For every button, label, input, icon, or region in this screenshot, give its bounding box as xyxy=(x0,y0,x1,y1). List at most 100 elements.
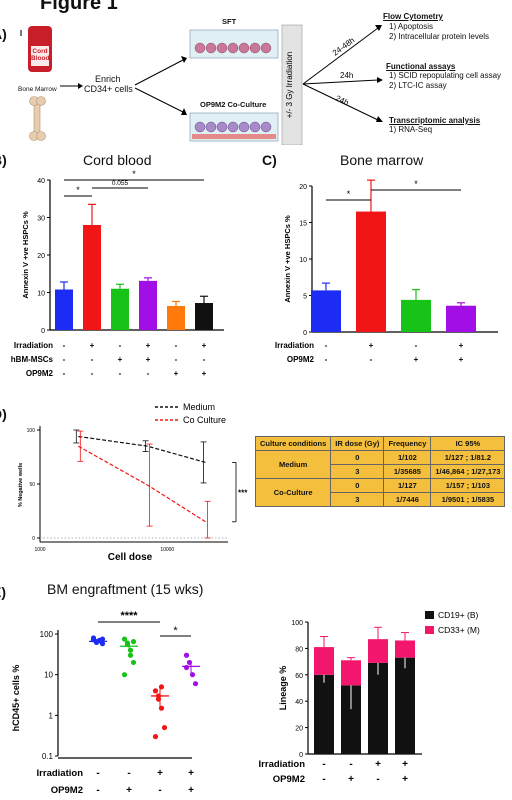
series-line xyxy=(78,445,206,523)
table-cell: 1/9501 ; 1/5835 xyxy=(430,492,506,507)
data-point xyxy=(127,652,134,658)
panel-d-chart: 0 50 100 1000 10000 % Negative wells Cell dose… xyxy=(18,402,248,563)
enrich-label: Enrich xyxy=(95,74,121,84)
table-header: Culture conditions xyxy=(254,436,332,451)
y-tick-label: 40 xyxy=(295,699,303,706)
table-cell: 1/7446 xyxy=(383,492,432,507)
condition-sign: + xyxy=(90,341,95,350)
condition-sign: - xyxy=(175,355,178,364)
bar-segment-cd33 xyxy=(395,640,415,658)
table-cell: 1/102 xyxy=(383,450,432,465)
functional-item-1: 1) SCID repopulating cell assay xyxy=(389,71,502,80)
series-line xyxy=(78,435,206,463)
legend-label: Medium xyxy=(183,402,215,412)
bar xyxy=(83,225,101,330)
data-point xyxy=(130,639,137,645)
table-condition: Co-Culture xyxy=(254,478,332,507)
table-cell: 1/157 ; 1/103 xyxy=(430,478,506,493)
condition-sign: + xyxy=(202,369,207,378)
legend-label: CD33+ (M) xyxy=(438,625,480,635)
bar-segment-cd33 xyxy=(368,639,388,663)
condition-sign: - xyxy=(158,785,161,796)
condition-sign: + xyxy=(414,355,419,364)
data-point xyxy=(158,684,165,690)
sft-label: SFT xyxy=(222,17,237,26)
significance-label: * xyxy=(76,185,80,195)
condition-sign: - xyxy=(119,341,122,350)
y-tick-label: 100 xyxy=(27,428,36,434)
condition-row-label: Irradiation xyxy=(275,341,314,350)
y-tick-label: 0 xyxy=(32,536,35,542)
cd34-label: CD34+ cells xyxy=(84,84,133,94)
panel-c-chart: 0 5 10 15 20 Annexin V +ve HSPCs % * * Irradiati… xyxy=(275,179,498,364)
y-tick-label: 0.1 xyxy=(42,752,54,761)
condition-sign: + xyxy=(459,355,464,364)
condition-sign: + xyxy=(348,774,354,785)
panel-label-b: B) xyxy=(0,152,7,168)
table-cell: 0 xyxy=(330,450,385,465)
bar-segment-cd19 xyxy=(395,657,415,754)
flow-title: Flow Cytometry xyxy=(383,12,444,21)
y-tick-label: 80 xyxy=(295,646,303,653)
condition-sign: - xyxy=(147,369,150,378)
bar xyxy=(139,280,157,330)
panel-e-title: BM engraftment (15 wks) xyxy=(47,581,204,597)
bar xyxy=(311,290,341,332)
blood-bag-icon xyxy=(20,26,52,72)
table-cell: 1/35685 xyxy=(383,464,432,479)
condition-row-label: OP9M2 xyxy=(26,369,54,378)
significance-label: * xyxy=(347,189,351,199)
cord-blood-label: Cord Blood xyxy=(31,48,50,62)
significance-label: 0.055 xyxy=(112,180,129,187)
table-cell: 3 xyxy=(330,464,385,479)
condition-sign: - xyxy=(127,768,130,779)
y-axis-label: Annexin V +ve HSPCs % xyxy=(283,215,292,303)
y-tick-label: 0 xyxy=(303,330,307,337)
legend-label: CD19+ (B) xyxy=(438,610,479,620)
bar xyxy=(111,288,129,330)
condition-sign: - xyxy=(119,369,122,378)
x-axis-label: Cell dose xyxy=(108,552,153,563)
bar xyxy=(167,306,185,330)
flow-item-1: 1) Apoptosis xyxy=(389,22,434,31)
y-tick-label: 20 xyxy=(299,184,307,191)
condition-sign: - xyxy=(63,369,66,378)
frequency-table: Culture conditions IR dose (Gy) Frequenc… xyxy=(254,436,506,507)
condition-row-label: OP9M2 xyxy=(287,355,315,364)
legend-swatch xyxy=(425,626,434,634)
condition-row-label: OP9M2 xyxy=(273,774,305,785)
condition-sign: - xyxy=(322,774,325,785)
coculture-flask-icon xyxy=(189,112,279,142)
data-point xyxy=(152,733,159,740)
condition-sign: + xyxy=(188,785,194,796)
significance-label: *** xyxy=(238,489,248,498)
condition-sign: - xyxy=(349,759,352,770)
y-tick-label: 30 xyxy=(37,216,45,223)
y-axis-label: Annexin V +ve HSPCs % xyxy=(21,211,30,299)
y-tick-label: 100 xyxy=(291,620,303,627)
condition-row-label: OP9M2 xyxy=(51,785,83,796)
data-point xyxy=(121,636,128,642)
condition-sign: - xyxy=(175,341,178,350)
y-tick-label: 10 xyxy=(37,291,45,298)
bar xyxy=(446,305,476,332)
bar-segment-cd33 xyxy=(314,647,334,675)
bone-marrow-label: Bone Marrow xyxy=(18,86,57,93)
condition-sign: - xyxy=(415,341,418,350)
condition-row-label: Irradiation xyxy=(37,768,84,779)
condition-row-label: Irradiation xyxy=(259,759,306,770)
condition-sign: + xyxy=(118,355,123,364)
condition-sign: - xyxy=(376,774,379,785)
condition-sign: - xyxy=(63,355,66,364)
y-axis-label: Lineage % xyxy=(278,666,288,711)
panel-a-schematic: +/- 3 Gy Irradiation 24-48h 24h 24h xyxy=(20,24,383,145)
condition-sign: + xyxy=(402,774,408,785)
y-tick-label: 5 xyxy=(303,294,307,301)
condition-sign: + xyxy=(174,369,179,378)
table-cell: 0 xyxy=(330,478,385,493)
condition-sign: - xyxy=(325,341,328,350)
bone-icon xyxy=(29,96,46,141)
bar xyxy=(356,211,386,332)
panel-c-title: Bone marrow xyxy=(340,152,424,168)
